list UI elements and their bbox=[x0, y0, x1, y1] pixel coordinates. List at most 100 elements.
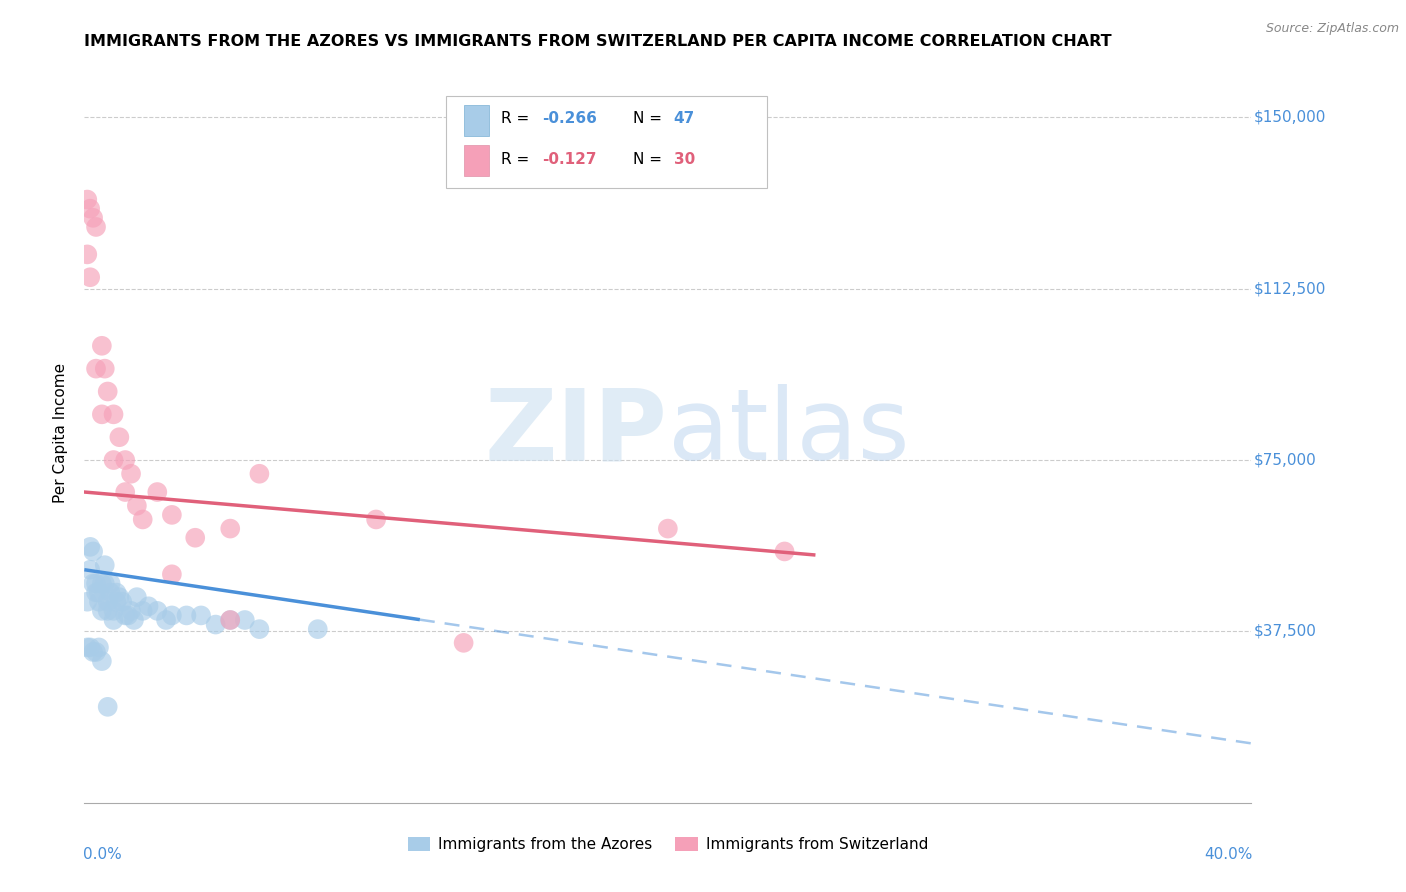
Point bbox=[103, 613, 125, 627]
Point bbox=[114, 608, 136, 623]
Point bbox=[146, 604, 169, 618]
Point bbox=[105, 585, 128, 599]
Point bbox=[84, 585, 107, 599]
Text: $112,500: $112,500 bbox=[1254, 281, 1326, 296]
Text: $75,000: $75,000 bbox=[1254, 452, 1316, 467]
Point bbox=[82, 211, 104, 225]
Point bbox=[114, 485, 136, 500]
Text: N =: N = bbox=[633, 152, 666, 167]
Text: -0.127: -0.127 bbox=[541, 152, 596, 167]
Text: 47: 47 bbox=[673, 111, 695, 126]
Point bbox=[97, 604, 120, 618]
Point bbox=[108, 590, 131, 604]
Bar bbox=[464, 105, 489, 136]
Point bbox=[87, 595, 110, 609]
Text: 30: 30 bbox=[673, 152, 695, 167]
Point bbox=[79, 202, 101, 216]
Point bbox=[155, 613, 177, 627]
Point bbox=[125, 590, 148, 604]
Point bbox=[138, 599, 160, 614]
Point bbox=[94, 558, 117, 573]
Text: 0.0%: 0.0% bbox=[83, 847, 122, 863]
Text: N =: N = bbox=[633, 111, 666, 126]
Point bbox=[132, 604, 155, 618]
Point bbox=[76, 640, 98, 655]
Point bbox=[97, 595, 120, 609]
Point bbox=[657, 522, 679, 536]
Point bbox=[249, 467, 271, 481]
Text: $150,000: $150,000 bbox=[1254, 110, 1326, 125]
Point bbox=[87, 585, 110, 599]
Point bbox=[79, 540, 101, 554]
Point bbox=[184, 531, 207, 545]
Point bbox=[219, 522, 242, 536]
Point bbox=[111, 595, 134, 609]
Point bbox=[108, 430, 131, 444]
Point bbox=[103, 408, 125, 422]
Point bbox=[117, 608, 139, 623]
Point bbox=[219, 613, 242, 627]
Point bbox=[90, 408, 112, 422]
Point bbox=[82, 645, 104, 659]
Point bbox=[97, 384, 120, 399]
Point bbox=[114, 453, 136, 467]
Text: ZIP: ZIP bbox=[485, 384, 668, 481]
Point bbox=[76, 595, 98, 609]
Point bbox=[76, 193, 98, 207]
Text: $37,500: $37,500 bbox=[1254, 624, 1316, 639]
Point bbox=[82, 576, 104, 591]
Point bbox=[100, 585, 122, 599]
Point bbox=[76, 247, 98, 261]
Point bbox=[84, 645, 107, 659]
Point bbox=[204, 617, 226, 632]
Point bbox=[90, 339, 112, 353]
Point bbox=[453, 636, 475, 650]
Point bbox=[120, 604, 142, 618]
Bar bbox=[464, 145, 489, 176]
Point bbox=[307, 622, 329, 636]
Point bbox=[160, 567, 183, 582]
Point bbox=[233, 613, 256, 627]
Point bbox=[94, 361, 117, 376]
FancyBboxPatch shape bbox=[446, 95, 768, 188]
Point bbox=[125, 499, 148, 513]
Point bbox=[160, 508, 183, 522]
Point bbox=[190, 608, 212, 623]
Point bbox=[176, 608, 198, 623]
Point bbox=[122, 613, 145, 627]
Point bbox=[90, 576, 112, 591]
Text: Source: ZipAtlas.com: Source: ZipAtlas.com bbox=[1265, 22, 1399, 36]
Point bbox=[84, 576, 107, 591]
Point bbox=[90, 604, 112, 618]
Point bbox=[87, 640, 110, 655]
Text: R =: R = bbox=[501, 152, 534, 167]
Point bbox=[366, 512, 388, 526]
Text: IMMIGRANTS FROM THE AZORES VS IMMIGRANTS FROM SWITZERLAND PER CAPITA INCOME CORR: IMMIGRANTS FROM THE AZORES VS IMMIGRANTS… bbox=[84, 34, 1112, 49]
Point bbox=[84, 219, 107, 234]
Point bbox=[79, 640, 101, 655]
Point bbox=[773, 544, 796, 558]
Point bbox=[100, 576, 122, 591]
Point bbox=[82, 544, 104, 558]
Legend: Immigrants from the Azores, Immigrants from Switzerland: Immigrants from the Azores, Immigrants f… bbox=[401, 830, 935, 858]
Text: atlas: atlas bbox=[668, 384, 910, 481]
Point bbox=[132, 512, 155, 526]
Text: -0.266: -0.266 bbox=[541, 111, 596, 126]
Text: R =: R = bbox=[501, 111, 534, 126]
Point bbox=[103, 604, 125, 618]
Point bbox=[105, 595, 128, 609]
Point bbox=[79, 563, 101, 577]
Point bbox=[160, 608, 183, 623]
Text: 40.0%: 40.0% bbox=[1204, 847, 1253, 863]
Point bbox=[249, 622, 271, 636]
Point bbox=[120, 467, 142, 481]
Point bbox=[90, 654, 112, 668]
Point bbox=[146, 485, 169, 500]
Point bbox=[97, 699, 120, 714]
Point bbox=[84, 361, 107, 376]
Point bbox=[79, 270, 101, 285]
Point bbox=[103, 453, 125, 467]
Y-axis label: Per Capita Income: Per Capita Income bbox=[53, 362, 69, 503]
Point bbox=[94, 576, 117, 591]
Point bbox=[219, 613, 242, 627]
